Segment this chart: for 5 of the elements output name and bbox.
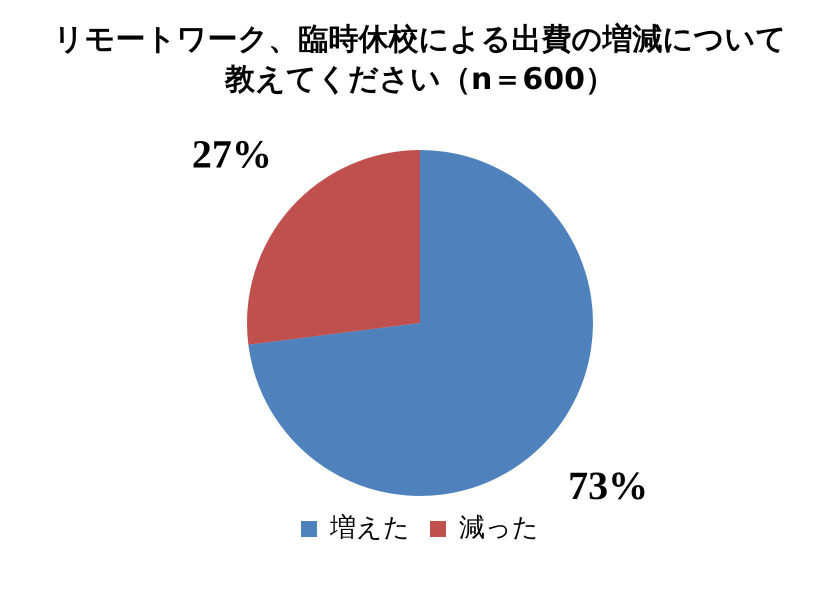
data-label: 73% bbox=[568, 463, 648, 508]
legend-label: 増えた bbox=[329, 512, 410, 543]
chart-title: リモートワーク、臨時休校による出費の増減について教えてください（n＝600） bbox=[52, 21, 788, 99]
legend-label: 減った bbox=[459, 512, 539, 543]
data-label: 27% bbox=[192, 131, 272, 176]
